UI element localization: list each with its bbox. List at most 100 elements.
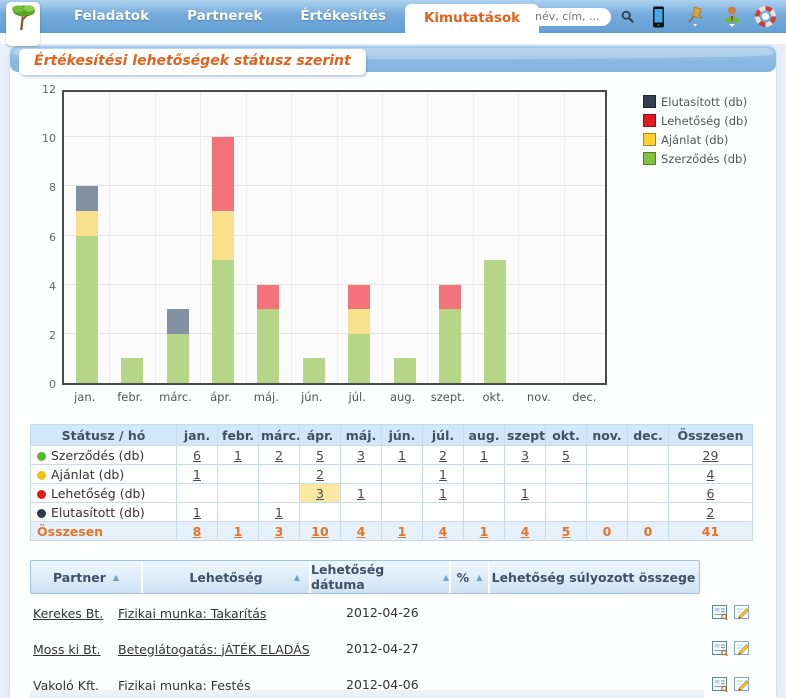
opp-header-5[interactable]: Lehetőség súlyozott összege	[488, 561, 697, 593]
status-table-header: okt.	[546, 425, 587, 446]
count-link[interactable]: 1	[439, 467, 447, 482]
count-link[interactable]: 1	[193, 467, 201, 482]
status-row-label: Lehetőség (db)	[31, 484, 177, 503]
search-icon[interactable]	[618, 9, 636, 24]
status-table-cell: 1	[259, 503, 300, 522]
app-logo[interactable]	[6, 2, 40, 46]
count-link[interactable]: 6	[707, 486, 715, 501]
count-link[interactable]: 3	[357, 448, 365, 463]
count-link[interactable]: 8	[193, 524, 202, 539]
status-table-cell	[218, 503, 259, 522]
status-table-cell: 3	[341, 446, 382, 465]
count-link[interactable]: 2	[707, 505, 715, 520]
sort-arrow-icon[interactable]: ▲	[476, 573, 482, 582]
status-table-header: ápr.	[300, 425, 341, 446]
count-link[interactable]: 1	[480, 448, 488, 463]
count-link[interactable]: 1	[439, 486, 447, 501]
edit-icon[interactable]	[734, 604, 750, 620]
count-link[interactable]: 10	[311, 524, 328, 539]
y-axis-tick: 10	[26, 132, 56, 145]
opp-header-3[interactable]: Lehetőség dátuma▲	[309, 561, 449, 593]
count-link[interactable]: 1	[234, 524, 243, 539]
count-link[interactable]: 4	[707, 467, 715, 482]
count-link[interactable]: 1	[480, 524, 489, 539]
partner-link[interactable]: Kerekes Bt.	[33, 606, 103, 621]
opp-header-2[interactable]: Lehetőség ▲	[141, 561, 309, 593]
tab-kimutatások[interactable]: Kimutatások	[405, 4, 539, 33]
count-link[interactable]: 1	[398, 524, 407, 539]
status-chart: 024681012 jan.febr.márc.ápr.máj.jún.júl.…	[10, 72, 776, 432]
status-table-cell	[382, 503, 423, 522]
count-link[interactable]: 1	[193, 505, 201, 520]
status-table-cell: 1	[218, 446, 259, 465]
sort-arrow-icon[interactable]: ▲	[113, 573, 119, 582]
count-link[interactable]: 4	[521, 524, 530, 539]
count-link[interactable]: 1	[521, 486, 529, 501]
stacked-bar-jún	[303, 358, 325, 383]
opportunity-link[interactable]: Fizikai munka: Takarítás	[118, 606, 266, 621]
status-table-header: jún.	[382, 425, 423, 446]
opportunity-link[interactable]: Beteglátogatás: jÁTÉK ELADÁS	[118, 642, 310, 657]
stacked-bar-jan	[76, 186, 98, 383]
count-link[interactable]: 4	[357, 524, 366, 539]
status-table-row: Szerződés (db)612531213529	[31, 446, 753, 465]
opp-header-label: Lehetőség súlyozott összege	[492, 570, 696, 585]
status-table-cell	[177, 484, 218, 503]
details-icon[interactable]	[712, 676, 728, 692]
tab-értékesítés[interactable]: Értékesítés	[281, 0, 405, 33]
count-link[interactable]: 1	[234, 448, 242, 463]
count-link[interactable]: 5	[562, 524, 571, 539]
opportunity-cell: Fizikai munka: Takarítás	[118, 603, 346, 622]
count-link[interactable]: 3	[316, 486, 324, 501]
count-link[interactable]: 29	[703, 448, 719, 463]
search-input[interactable]	[525, 8, 611, 26]
user-icon[interactable]	[720, 5, 744, 29]
legend-swatch	[643, 133, 656, 146]
opp-header-label: Lehetőség	[189, 570, 262, 585]
bar-segment	[167, 309, 189, 334]
partner-link[interactable]: Moss ki Bt.	[33, 642, 101, 657]
opp-header-1[interactable]: Partner▲	[31, 561, 141, 593]
sort-arrow-icon[interactable]: ▲	[294, 573, 300, 582]
bar-segment	[484, 260, 506, 383]
status-table-header: Státusz / hó	[31, 425, 177, 446]
opportunity-row: Moss ki Bt.Beteglátogatás: jÁTÉK ELADÁS2…	[30, 630, 754, 666]
details-icon[interactable]	[712, 604, 728, 620]
status-table-cell: 3	[300, 484, 341, 503]
x-axis-tick: máj.	[244, 390, 289, 404]
count-link[interactable]: 4	[439, 524, 448, 539]
details-icon[interactable]	[712, 640, 728, 656]
count-link[interactable]: 1	[398, 448, 406, 463]
count-link[interactable]: 5	[316, 448, 324, 463]
row-actions	[712, 640, 754, 656]
edit-icon[interactable]	[734, 676, 750, 692]
tab-feladatok[interactable]: Feladatok	[55, 0, 168, 33]
status-table-cell	[382, 465, 423, 484]
status-table-cell: 3	[259, 522, 300, 541]
stacked-bar-márc	[167, 309, 189, 383]
phone-icon[interactable]	[648, 6, 668, 28]
count-link[interactable]: 2	[275, 448, 283, 463]
count-link[interactable]: 2	[316, 467, 324, 482]
edit-icon[interactable]	[734, 640, 750, 656]
x-axis-tick: dec.	[562, 390, 607, 404]
pin-icon[interactable]	[684, 5, 708, 29]
tab-partnerek[interactable]: Partnerek	[168, 0, 281, 33]
count-link[interactable]: 2	[439, 448, 447, 463]
gridline	[337, 92, 338, 383]
gridline	[64, 284, 605, 285]
count-link[interactable]: 1	[357, 486, 365, 501]
help-icon[interactable]	[754, 6, 776, 27]
count-link[interactable]: 6	[193, 448, 201, 463]
count-link[interactable]: 1	[275, 505, 283, 520]
y-axis-tick: 0	[26, 378, 56, 391]
count-link[interactable]: 3	[275, 524, 284, 539]
status-table-cell: 1	[177, 465, 218, 484]
status-table-cell: 1	[177, 503, 218, 522]
count-link[interactable]: 3	[521, 448, 529, 463]
opp-header-4[interactable]: %▲	[449, 561, 488, 593]
bar-segment	[303, 358, 325, 383]
status-table-cell	[464, 503, 505, 522]
count-link[interactable]: 5	[562, 448, 570, 463]
status-table-cell: 5	[546, 446, 587, 465]
